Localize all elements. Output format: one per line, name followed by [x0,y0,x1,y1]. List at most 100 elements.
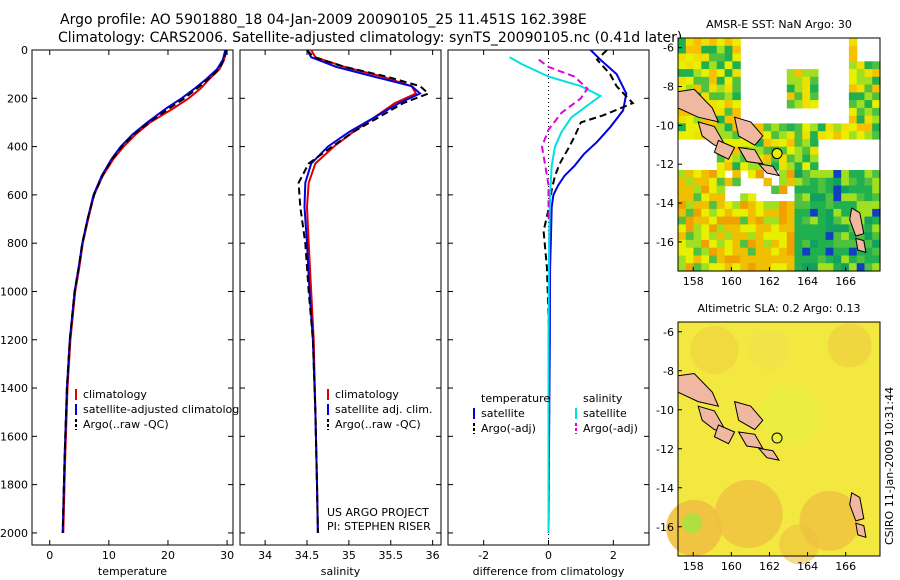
sst-cell [724,139,733,148]
series-line [509,56,603,533]
sst-cell [693,123,702,132]
sst-cell [724,247,733,257]
sst-cell [740,208,749,218]
sst-cell [701,61,710,70]
sst-cell [856,201,866,210]
sla-blob [779,524,820,565]
sst-cell [755,146,765,156]
sst-cell [810,177,819,187]
x-axis-label: salinity [321,565,361,578]
sst-cell [802,92,811,101]
sst-cell [716,193,726,202]
sst-cell [802,154,811,163]
sst-cell [802,69,811,78]
sst-cell [732,239,741,249]
sst-cell [810,216,819,225]
sst-cell [724,123,733,132]
sst-cell [848,193,858,202]
sst-cell [841,239,850,249]
sst-cell [817,123,827,132]
map-frame [677,321,881,557]
sst-cell [833,208,842,218]
sst-cell [802,146,811,156]
map-x-tick-label: 164 [797,275,818,288]
sst-cell [716,208,726,218]
map-x-tick-label: 160 [721,275,742,288]
sst-cell [701,239,710,249]
sst-cell [864,131,873,140]
sst-cell [740,139,749,148]
sst-cell [786,263,796,272]
sst-cell [779,263,788,272]
map-x-tick-label: 162 [759,275,780,288]
sst-cell [833,239,842,249]
sst-cell [817,185,827,194]
x-tick-label: 20 [161,549,175,562]
sst-cell [732,38,741,47]
sst-cell [755,247,765,257]
legend-label: satellite [583,407,627,420]
sst-cell [716,232,726,241]
sst-cell [794,247,803,257]
sst-cell [709,263,718,272]
sst-cell [716,84,726,93]
sst-cell [701,170,710,179]
sst-cell [841,208,850,218]
sst-cell [709,255,718,264]
sst-cell [841,201,850,210]
sst-cell [771,232,780,241]
sst-cell [872,84,881,93]
sst-cell [856,193,866,202]
sst-cell [810,139,819,148]
sst-cell [732,45,741,55]
sst-cell [763,123,772,132]
y-tick-label: 1000 [0,285,28,298]
sst-cell [872,123,881,132]
sst-cell [709,177,718,187]
sst-cell [810,92,819,101]
sst-cell [732,69,741,78]
legend-label: satellite [481,407,525,420]
sst-cell [786,239,796,249]
sst-map-panel: AMSR-E SST: NaN Argo: 30 158 160 162 164 166 -… [656,18,881,288]
sst-cell [685,255,695,264]
sst-cell [856,92,866,101]
sst-cell [810,154,819,163]
sst-cell [747,170,757,179]
sst-cell [685,185,695,194]
sst-cell [794,154,803,163]
sst-cell [786,123,796,132]
sst-cell [771,255,780,264]
sst-cell [693,185,702,194]
sst-cell [701,201,710,210]
sst-cell [817,177,827,187]
map-x-tick-label: 166 [835,560,856,573]
sst-cell [786,162,796,171]
sst-cell [678,239,687,249]
sst-cell [864,177,873,187]
sst-cell [685,38,695,47]
sst-cell [794,201,803,210]
sst-cell [817,201,827,210]
sst-cell [755,216,765,225]
sst-cell [872,92,881,101]
sst-cell [864,232,873,241]
sst-cell [833,216,842,225]
island-outline [757,447,781,461]
sst-cell [732,100,741,109]
sst-cell [678,170,687,179]
sst-cell [779,170,788,179]
sst-cell [794,224,803,233]
sst-cell [709,61,718,70]
sst-cell [716,69,726,78]
sst-cell [716,45,726,55]
sst-cell [817,239,827,249]
sst-cell [786,154,796,163]
sst-cell [693,69,702,78]
sst-cell [747,201,757,210]
sst-cell [747,239,757,249]
sst-cell [786,69,796,78]
sst-cell [724,255,733,264]
x-tick-label: 2 [610,549,617,562]
x-tick-label: -2 [478,549,489,562]
